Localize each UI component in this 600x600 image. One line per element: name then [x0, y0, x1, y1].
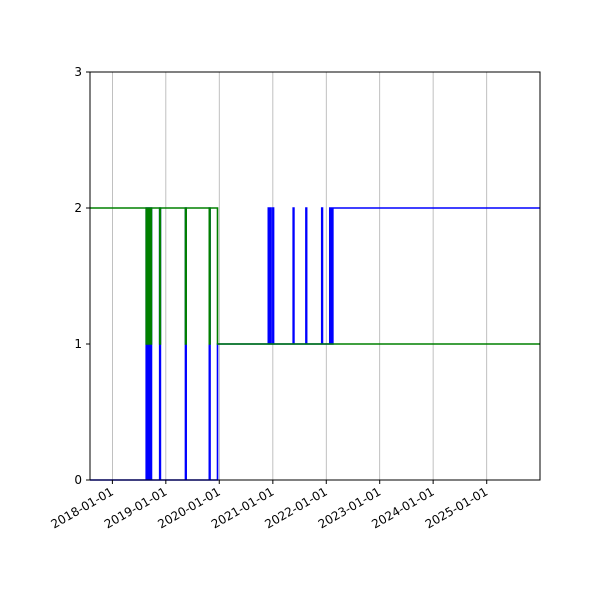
y-tick-label: 0	[74, 473, 82, 487]
plot-frame	[89, 71, 541, 481]
y-tick-label: 2	[74, 201, 82, 215]
series-lines	[90, 207, 540, 481]
green-series-line	[90, 207, 540, 345]
y-tick-label: 1	[74, 337, 82, 351]
grid-lines	[111, 72, 488, 480]
y-axis: 0 1 2 3	[74, 65, 90, 487]
x-axis: 2018-01-012019-01-012020-01-012021-01-01…	[48, 480, 490, 531]
y-tick-label: 3	[74, 65, 82, 79]
